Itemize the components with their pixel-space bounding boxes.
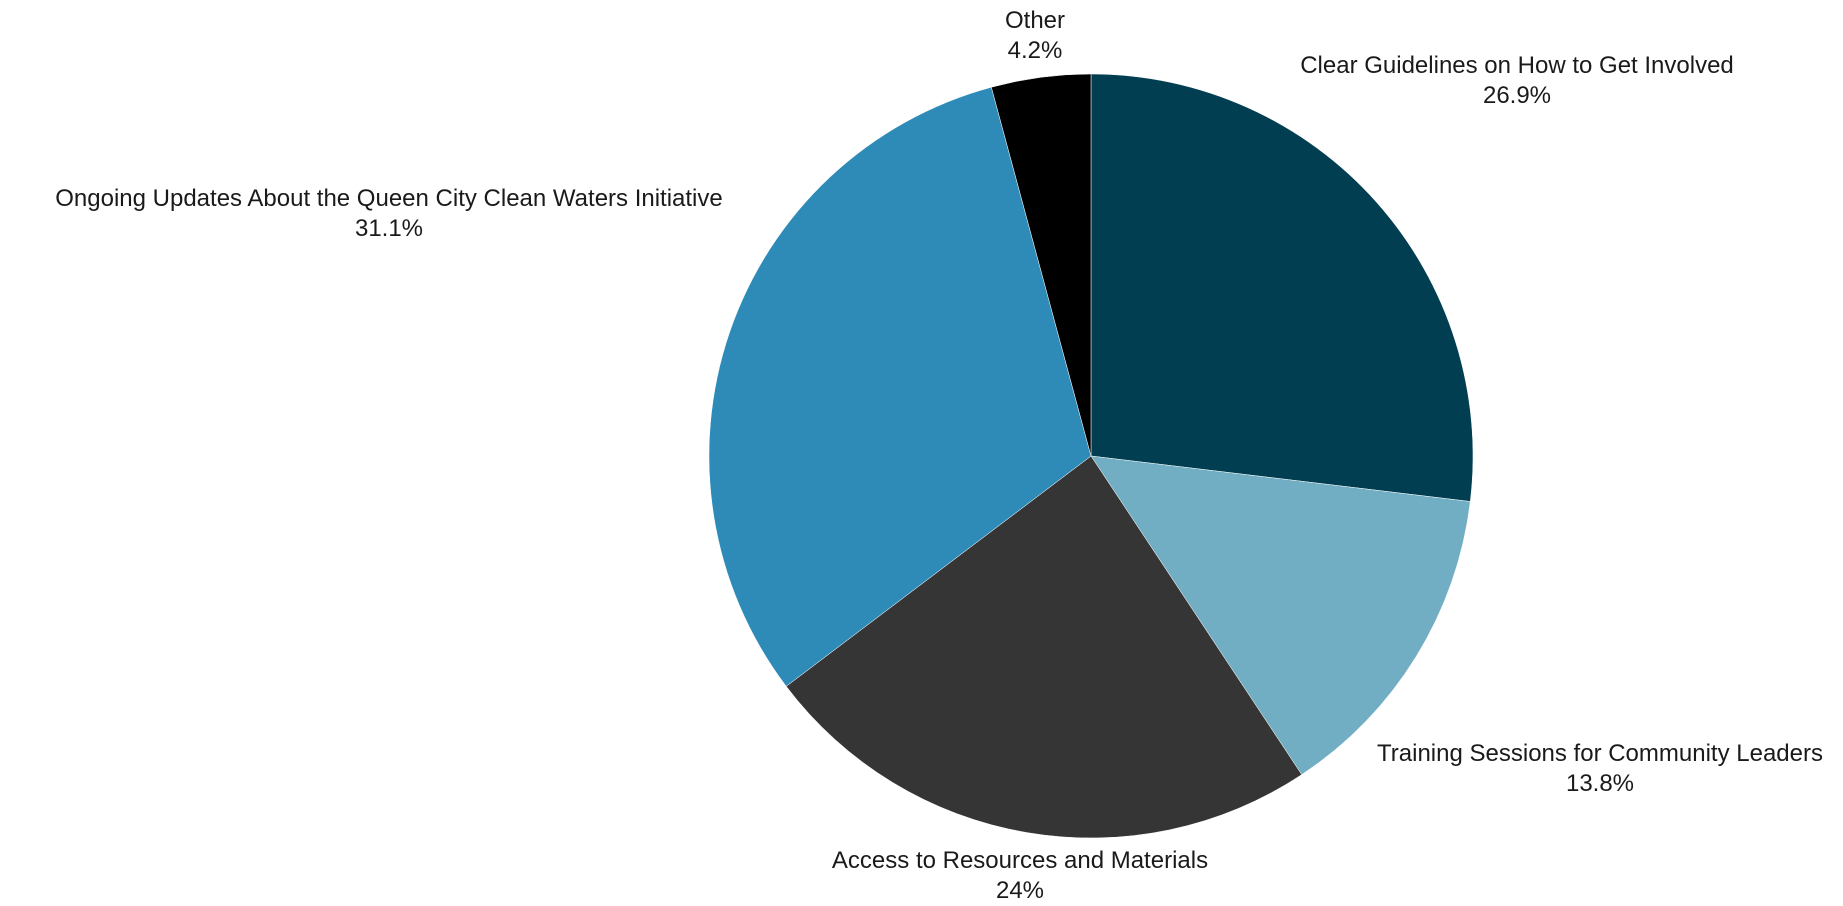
slice-name: Ongoing Updates About the Queen City Cle… [55, 185, 723, 212]
pie-slices [708, 73, 1474, 839]
slice-percent: 13.8% [1565, 770, 1635, 797]
slice-name: Access to Resources and Materials [831, 847, 1209, 874]
slice-label-training-sessions: Training Sessions for Community Leaders … [1377, 739, 1823, 799]
slice-name: Other [1004, 7, 1066, 34]
slice-percent: 26.9% [1482, 82, 1552, 109]
slice-name: Clear Guidelines on How to Get Involved [1300, 52, 1734, 79]
pie-slice-access-resources [785, 455, 1303, 839]
pie-slice-clear-guidelines [1090, 73, 1474, 502]
pie-slice-training-sessions [1090, 455, 1471, 775]
slice-percent: 4.2% [1007, 37, 1063, 64]
slice-label-ongoing-updates: Ongoing Updates About the Queen City Cle… [55, 184, 723, 244]
slice-name: Training Sessions for Community Leaders [1377, 740, 1823, 767]
slice-label-other: Other 4.2% [1005, 6, 1065, 66]
slice-label-clear-guidelines: Clear Guidelines on How to Get Involved … [1300, 51, 1734, 111]
slice-label-access-resources: Access to Resources and Materials 24% [832, 846, 1208, 906]
slice-percent: 31.1% [354, 215, 424, 242]
slice-percent: 24% [995, 877, 1045, 904]
pie-slice-other [991, 73, 1092, 457]
pie-slice-ongoing-updates [708, 86, 1092, 687]
